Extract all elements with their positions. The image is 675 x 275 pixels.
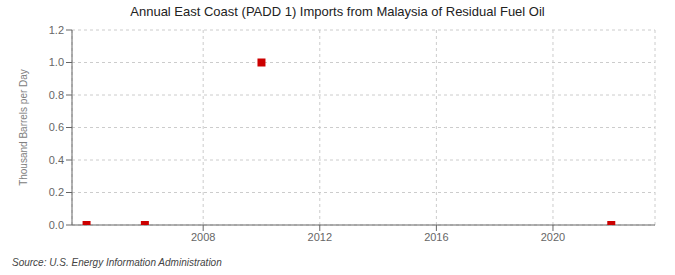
svg-text:1.0: 1.0 [49,56,64,68]
svg-text:1.2: 1.2 [49,24,64,36]
svg-text:0.8: 0.8 [49,89,64,101]
svg-text:0.0: 0.0 [49,219,64,231]
svg-text:2012: 2012 [308,231,332,243]
html-text:Source: U.S. Energy Informatio: Source: U.S. Energy Information Administ… [12,257,222,268]
svg-text:2008: 2008 [191,231,215,243]
svg-text:2020: 2020 [541,231,565,243]
svg-text:Thousand Barrels per Day: Thousand Barrels per Day [18,69,29,186]
html-text:Annual East Coast (PADD 1) Imp: Annual East Coast (PADD 1) Imports from … [130,4,545,19]
svg-text:0.4: 0.4 [49,154,64,166]
svg-text:0.2: 0.2 [49,186,64,198]
svg-text:2016: 2016 [424,231,448,243]
svg-text:0.6: 0.6 [49,121,64,133]
